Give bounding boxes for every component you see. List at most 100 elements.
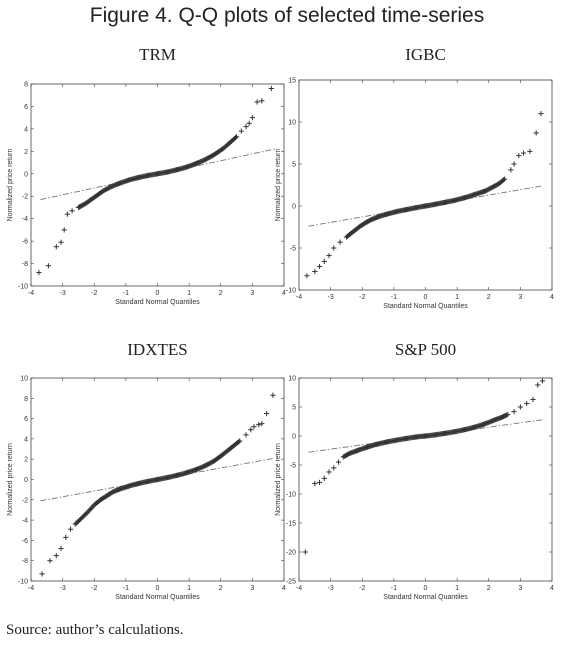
qq-point xyxy=(511,409,517,415)
source-note: Source: author’s calculations. xyxy=(6,622,184,638)
y-tick-label: 5 xyxy=(292,405,296,412)
x-tick-label: -2 xyxy=(359,585,365,592)
x-tick-label: -3 xyxy=(328,294,334,301)
y-tick-label: -5 xyxy=(290,246,296,253)
qq-point xyxy=(228,445,234,451)
y-tick-label: -25 xyxy=(286,579,296,586)
qq-point xyxy=(95,498,102,505)
y-tick-label: 15 xyxy=(288,78,296,85)
panel-title: S&P 500 xyxy=(395,340,456,359)
qq-point xyxy=(236,439,242,445)
qq-point xyxy=(337,239,343,245)
y-tick-label: 6 xyxy=(24,104,28,111)
qq-point xyxy=(219,146,225,153)
x-tick-label: -2 xyxy=(91,585,97,592)
qq-point xyxy=(203,462,209,468)
y-tick-label: -15 xyxy=(286,521,296,528)
qq-point xyxy=(89,504,95,510)
qq-point xyxy=(67,526,74,532)
y-tick-label: -10 xyxy=(18,579,28,586)
qq-point xyxy=(530,396,536,403)
x-tick-label: 1 xyxy=(187,290,191,297)
qq-point xyxy=(243,124,249,130)
qq-point xyxy=(326,469,332,475)
y-tick-label: 0 xyxy=(24,477,28,484)
qq-point xyxy=(256,422,262,428)
qq-point xyxy=(264,410,270,417)
y-tick-label: -4 xyxy=(22,518,28,525)
qq-point xyxy=(367,217,373,224)
x-axis-label: Standard Normal Quantiles xyxy=(383,303,468,310)
x-tick-label: 2 xyxy=(487,585,491,592)
qq-point xyxy=(86,198,92,204)
x-tick-label: 3 xyxy=(518,585,522,592)
y-tick-label: -2 xyxy=(22,194,28,201)
x-tick-label: -1 xyxy=(123,585,129,592)
qq-point xyxy=(69,208,75,214)
y-tick-label: -8 xyxy=(22,261,28,268)
qq-point xyxy=(335,459,342,465)
qq-point xyxy=(344,451,351,458)
qq-point xyxy=(232,135,239,141)
qq-point xyxy=(312,268,318,275)
x-tick-label: -1 xyxy=(123,290,129,297)
x-tick-label: 4 xyxy=(282,290,286,297)
x-tick-label: -4 xyxy=(296,294,302,301)
y-tick-label: 8 xyxy=(24,82,28,89)
qq-point xyxy=(58,239,64,245)
y-tick-label: -10 xyxy=(286,288,296,295)
y-tick-label: 0 xyxy=(24,171,28,178)
panel-title: TRM xyxy=(139,45,176,64)
qq-point xyxy=(63,534,69,540)
qq-point xyxy=(92,193,98,200)
qq-point xyxy=(520,150,527,156)
x-tick-label: 3 xyxy=(518,294,522,301)
qq-point xyxy=(246,120,252,126)
y-tick-label: 10 xyxy=(288,376,296,383)
qq-point xyxy=(524,400,530,407)
qq-point xyxy=(53,553,59,559)
qq-point xyxy=(259,421,265,427)
qq-point xyxy=(222,450,228,456)
y-tick-label: 2 xyxy=(24,457,28,464)
qq-point xyxy=(47,558,53,564)
qq-point xyxy=(45,263,51,269)
y-tick-label: 4 xyxy=(24,436,28,443)
y-tick-label: -8 xyxy=(22,558,28,565)
qq-point xyxy=(302,549,308,555)
y-tick-label: -4 xyxy=(22,216,28,223)
x-tick-label: 4 xyxy=(282,585,286,592)
x-tick-label: -3 xyxy=(60,585,66,592)
y-tick-label: 10 xyxy=(288,120,296,127)
x-tick-label: -2 xyxy=(91,290,97,297)
panel-title: IDXTES xyxy=(127,340,187,359)
qq-point xyxy=(499,178,506,184)
y-tick-label: 10 xyxy=(20,376,28,383)
qq-point xyxy=(500,177,507,183)
qq-point xyxy=(312,480,318,487)
qq-point xyxy=(268,85,274,92)
y-axis-label: Normalized price return xyxy=(275,443,282,516)
x-tick-label: 4 xyxy=(550,585,554,592)
x-tick-label: -4 xyxy=(28,290,34,297)
x-tick-label: -1 xyxy=(391,294,397,301)
qq-point xyxy=(535,382,541,388)
qq-point xyxy=(225,141,231,147)
qq-point xyxy=(487,186,493,192)
qq-point xyxy=(316,263,323,270)
x-axis-label: Standard Normal Quantiles xyxy=(383,594,468,601)
qq-point xyxy=(321,258,327,265)
x-axis-label: Standard Normal Quantiles xyxy=(115,594,200,601)
x-tick-label: 1 xyxy=(455,585,459,592)
x-tick-label: 0 xyxy=(424,585,428,592)
qq-point xyxy=(216,455,222,461)
y-tick-label: -20 xyxy=(286,550,296,557)
x-tick-label: 0 xyxy=(156,585,160,592)
figure-title: Figure 4. Q-Q plots of selected time-ser… xyxy=(89,4,485,27)
x-tick-label: 0 xyxy=(424,294,428,301)
qq-point xyxy=(527,148,533,154)
qq-point xyxy=(206,154,212,161)
